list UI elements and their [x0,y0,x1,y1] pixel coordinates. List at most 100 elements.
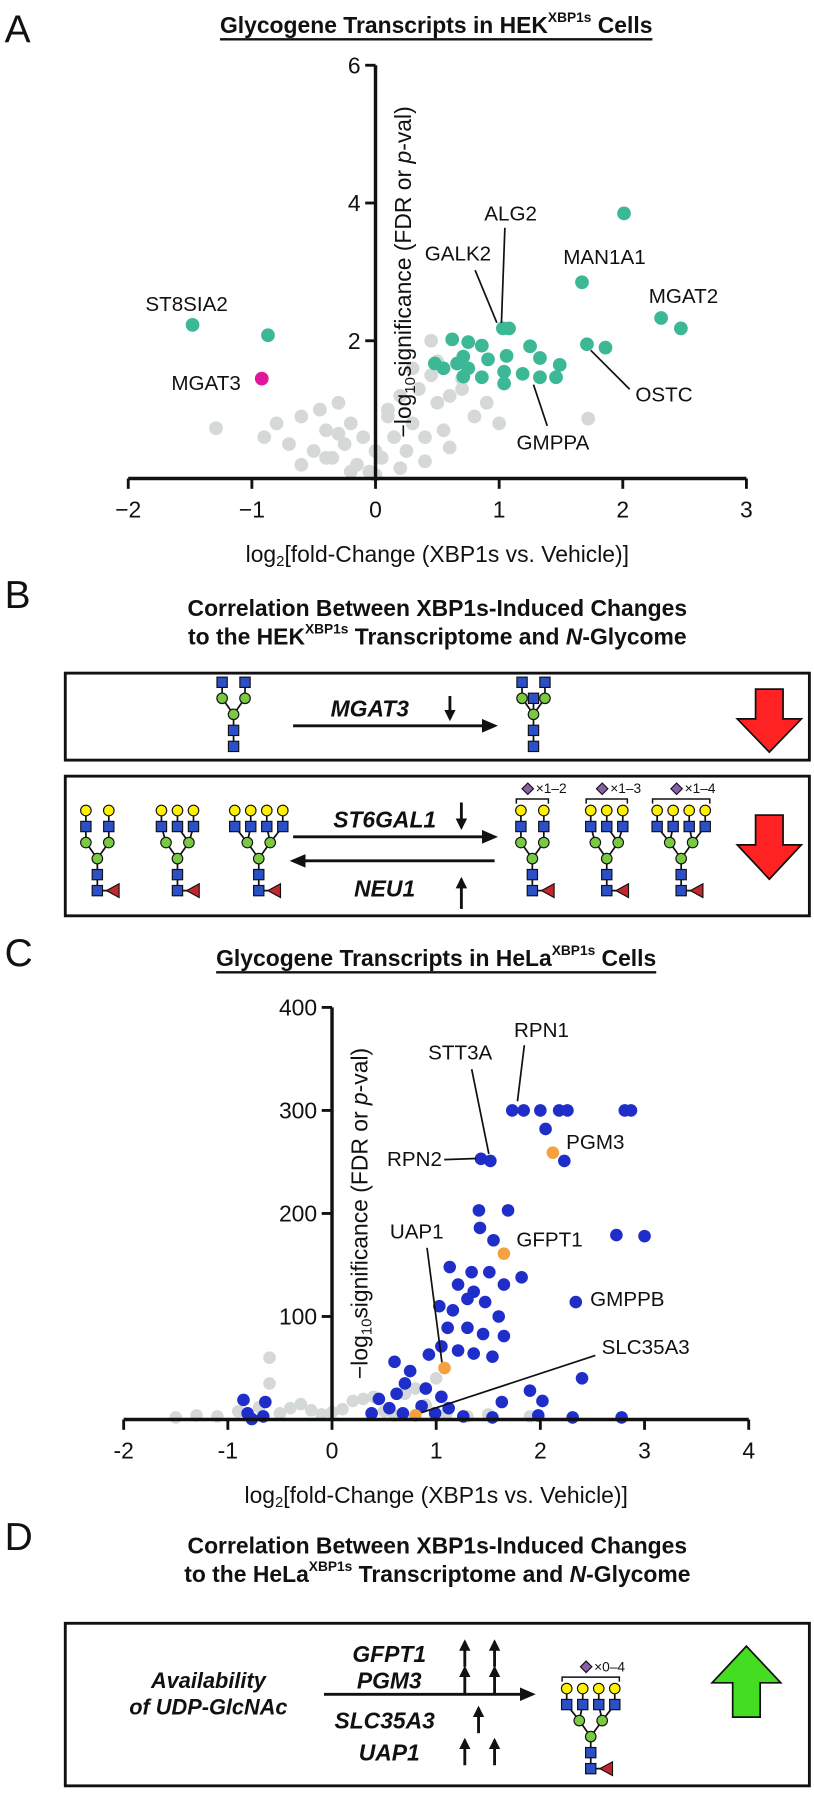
data-point [451,1278,465,1291]
data-point [617,206,631,221]
glcnac [227,724,240,737]
data-point [294,409,309,424]
glcnac [239,676,251,689]
data-point [484,1154,497,1168]
glcnac [526,884,539,897]
title-part: -Glycome [586,1561,690,1587]
x-tick-label: 0 [369,496,382,522]
reaction-box [63,1621,811,1788]
data-point [558,1154,571,1168]
title-sup: XBP1s [309,1559,353,1574]
leader-line [444,1157,477,1161]
x-tick-label: −2 [115,496,141,522]
mannose [573,1714,586,1727]
mannose [241,836,254,849]
glcnac [527,724,540,737]
label-part: −log [346,1335,372,1379]
gene-annotation: RPN1 [514,1019,569,1042]
x-tick-label: 1 [493,496,506,522]
data-point [580,337,594,352]
substrate-label: of UDP-GlcNAc [129,1694,287,1719]
data-point [429,1372,443,1385]
glcnac [228,820,241,833]
label-part: log [246,541,277,567]
leader-line [500,227,506,323]
data-point [403,1364,417,1378]
gene-label: NEU1 [354,875,415,901]
gene-label: GFPT1 [352,1641,426,1667]
chart-title: Glycogene Transcripts in HEKXBP1s Cells [220,10,652,39]
data-point [315,1408,328,1421]
data-point [411,382,426,396]
data-point [396,1407,410,1420]
data-point [615,1411,628,1424]
data-point [497,364,511,379]
glcnac [103,820,115,833]
glcnac [609,1698,621,1711]
y-tick-label: 100 [279,1303,317,1329]
mannose [80,836,92,849]
galactose [155,804,168,817]
glcnac [91,884,104,897]
data-point [319,423,333,438]
glcnac [593,1698,605,1711]
data-point [399,444,414,458]
label-part: log [244,1482,275,1508]
x-tick-label: 4 [742,1437,755,1463]
title-part: Cells [591,12,652,38]
data-point [445,332,460,347]
data-point [383,1401,396,1415]
title-part: Glycogene Transcripts in HeLa [216,945,552,971]
x-axis-label: log2[fold-Change (XBP1s vs. Vehicle)] [246,541,629,570]
leader-line [516,1045,526,1102]
galactose [600,804,613,817]
data-point [415,1399,428,1413]
title-part: Transcriptome and [348,623,565,649]
fucose [105,882,120,899]
galactose [667,804,679,817]
glcnac [171,820,184,833]
data-point [569,1295,583,1309]
data-point [273,1407,287,1420]
data-point [487,1233,500,1247]
glcnac [675,884,687,897]
label-part: significance (FDR or [390,163,416,377]
galactose [276,804,289,817]
data-point [455,382,469,396]
data-point [523,339,537,354]
glcnac [216,676,228,689]
glcnac [560,1698,573,1711]
data-point [282,437,296,451]
data-point [231,1404,245,1418]
galactose [80,804,92,817]
y-axis-label: −log10significance (FDR or p-val) [390,106,419,437]
gene-annotation: PGM3 [566,1131,624,1154]
panel-title: Correlation Between XBP1s-Induced Change… [188,1532,688,1558]
mannose [264,836,277,849]
data-point [390,1387,403,1401]
data-point [523,1384,537,1397]
glcnac [227,740,240,753]
data-point [356,430,371,445]
data-point [515,366,530,381]
data-point [483,1265,496,1279]
data-point [479,395,494,410]
data-point [381,402,395,417]
gene-annotation: GMPPA [517,432,590,455]
substrate-label: Availability [150,1668,267,1693]
data-point [546,1146,560,1159]
galactose [515,804,527,817]
data-point [393,388,408,403]
label-part: -val) [346,1048,372,1092]
glcnac [253,884,265,897]
y-tick-label: 2 [348,328,361,354]
glcnac [515,820,527,833]
mannose [183,836,195,849]
y-tick-label: 300 [279,1097,317,1123]
data-point [443,1260,457,1274]
data-point [435,1340,448,1353]
data-point [438,1361,451,1375]
x-tick-label: 3 [638,1437,651,1463]
galactose [576,1682,589,1695]
